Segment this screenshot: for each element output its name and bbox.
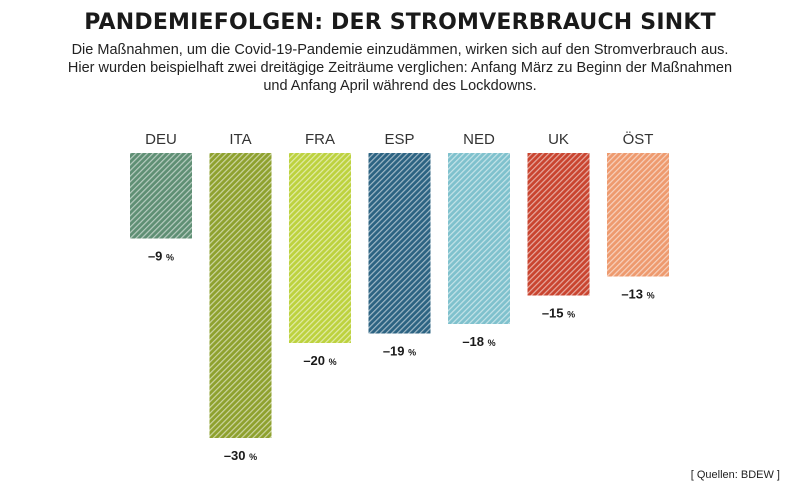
bar-öst bbox=[607, 153, 669, 277]
value-label: –18 % bbox=[462, 334, 495, 349]
bar-ita bbox=[209, 153, 272, 438]
value-label: –20 % bbox=[303, 353, 336, 368]
bars-group: DEU –9 % ITA –30 % FRA –20 % ESP –19 % NED –18 % U… bbox=[130, 130, 669, 463]
chart-title: PANDEMIEFOLGEN: DER STROMVERBRAUCH SINKT bbox=[84, 10, 716, 35]
bar-fra bbox=[289, 153, 351, 343]
category-label: ITA bbox=[229, 131, 251, 148]
bar-uk bbox=[527, 153, 590, 296]
category-label: ESP bbox=[384, 131, 414, 148]
value-label: –15 % bbox=[542, 306, 575, 321]
category-label: DEU bbox=[145, 131, 177, 148]
value-label: –19 % bbox=[383, 344, 416, 359]
category-label: NED bbox=[463, 131, 495, 148]
category-label: FRA bbox=[305, 131, 335, 148]
subtitle-line: Die Maßnahmen, um die Covid-19-Pandemie … bbox=[71, 42, 729, 58]
bar-ned bbox=[448, 153, 510, 324]
category-label: ÖST bbox=[623, 130, 654, 148]
source-note: [ Quellen: BDEW ] bbox=[690, 469, 780, 481]
value-label: –9 % bbox=[148, 249, 174, 264]
subtitle-line: und Anfang April während des Lockdowns. bbox=[263, 78, 537, 94]
category-label: UK bbox=[548, 131, 569, 148]
value-label: –30 % bbox=[224, 448, 257, 463]
bar-deu bbox=[130, 153, 192, 239]
value-label: –13 % bbox=[621, 287, 654, 302]
bar-esp bbox=[368, 153, 431, 334]
subtitle-line: Hier wurden beispielhaft zwei dreitägige… bbox=[67, 60, 733, 76]
chart-subtitle: Die Maßnahmen, um die Covid-19-Pandemie … bbox=[60, 41, 740, 95]
